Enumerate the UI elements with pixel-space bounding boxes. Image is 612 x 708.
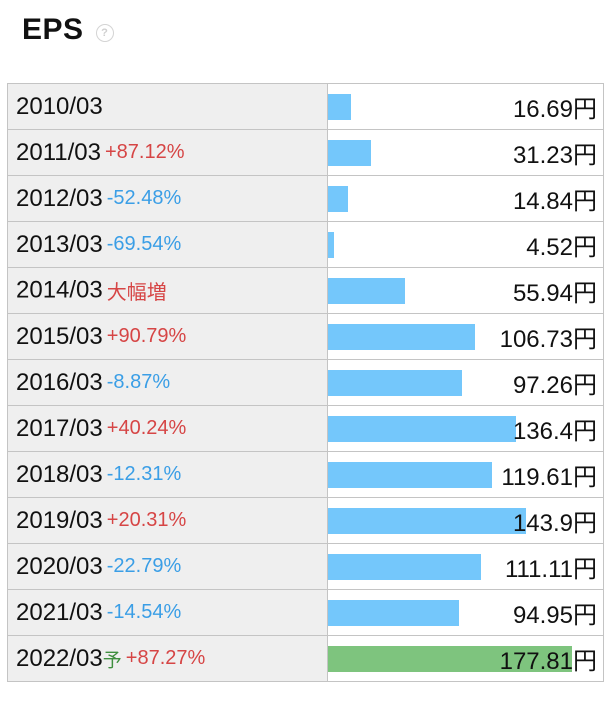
value-cell: 177.81円	[327, 635, 604, 682]
table-row: 2013/03 -69.54% 4.52円	[7, 221, 604, 268]
period-cell: 2010/03	[7, 83, 328, 130]
period-label: 2020/03	[16, 552, 103, 580]
eps-bar	[328, 553, 481, 580]
period-cell: 2018/03 -12.31%	[7, 451, 328, 498]
eps-value: 16.69円	[512, 96, 597, 123]
table-row: 2016/03 -8.87% 97.26円	[7, 359, 604, 406]
eps-bar	[328, 139, 371, 166]
change-rate: +40.24%	[106, 417, 187, 439]
eps-bar	[328, 599, 459, 626]
page-title: EPS	[22, 13, 84, 46]
period-cell: 2014/03 大幅増	[7, 267, 328, 314]
change-rate: +87.12%	[104, 141, 185, 163]
table-row: 2010/03 16.69円	[7, 83, 604, 130]
eps-value: 4.52円	[526, 234, 597, 261]
eps-bar	[328, 93, 351, 120]
period-label: 2015/03	[16, 322, 103, 350]
eps-bar	[328, 185, 348, 212]
eps-value: 97.26円	[512, 372, 597, 399]
value-cell: 55.94円	[327, 267, 604, 314]
table-row: 2012/03 -52.48% 14.84円	[7, 175, 604, 222]
period-label: 2012/03	[16, 184, 103, 212]
period-cell: 2019/03 +20.31%	[7, 497, 328, 544]
change-rate: +20.31%	[106, 509, 187, 531]
table-row: 2011/03 +87.12% 31.23円	[7, 129, 604, 176]
period-cell: 2017/03 +40.24%	[7, 405, 328, 452]
period-cell: 2015/03 +90.79%	[7, 313, 328, 360]
change-rate: +90.79%	[106, 325, 187, 347]
eps-value: 55.94円	[512, 280, 597, 307]
change-rate: -22.79%	[106, 555, 182, 577]
value-cell: 106.73円	[327, 313, 604, 360]
value-cell: 136.4円	[327, 405, 604, 452]
value-cell: 14.84円	[327, 175, 604, 222]
eps-table-body: 2010/03 16.69円 2011/03 +87.12% 31.23円 2012/03…	[7, 83, 604, 682]
eps-value: 106.73円	[499, 326, 597, 353]
eps-value: 94.95円	[512, 602, 597, 629]
eps-bar	[328, 323, 475, 350]
table-row: 2014/03 大幅増 55.94円	[7, 267, 604, 314]
table-row: 2015/03 +90.79% 106.73円	[7, 313, 604, 360]
value-cell: 119.61円	[327, 451, 604, 498]
period-cell: 2022/03予 +87.27%	[7, 635, 328, 682]
question-circle-icon[interactable]: ?	[95, 24, 114, 42]
value-cell: 16.69円	[327, 83, 604, 130]
eps-bar	[328, 231, 334, 258]
forecast-mark: 予	[102, 650, 122, 671]
eps-value: 111.11円	[504, 556, 597, 583]
change-rate: +87.27%	[125, 647, 206, 669]
eps-bar	[328, 415, 516, 442]
eps-value: 119.61円	[501, 464, 597, 491]
eps-header: EPS ?	[22, 8, 114, 52]
period-cell: 2021/03 -14.54%	[7, 589, 328, 636]
period-label: 2016/03	[16, 368, 103, 396]
value-cell: 111.11円	[327, 543, 604, 590]
change-rate: -69.54%	[106, 233, 182, 255]
period-label: 2011/03	[16, 138, 101, 166]
table-row: 2022/03予 +87.27% 177.81円	[7, 635, 604, 682]
table-row: 2018/03 -12.31% 119.61円	[7, 451, 604, 498]
change-rate: -52.48%	[106, 187, 182, 209]
eps-value: 31.23円	[512, 142, 597, 169]
change-rate: 大幅増	[106, 282, 167, 304]
table-row: 2019/03 +20.31% 143.9円	[7, 497, 604, 544]
period-label: 2013/03	[16, 230, 103, 258]
period-cell: 2011/03 +87.12%	[7, 129, 328, 176]
eps-value: 136.4円	[512, 418, 597, 445]
period-cell: 2013/03 -69.54%	[7, 221, 328, 268]
eps-table: 2010/03 16.69円 2011/03 +87.12% 31.23円 2012/03…	[7, 83, 604, 682]
table-row: 2021/03 -14.54% 94.95円	[7, 589, 604, 636]
period-label: 2010/03	[16, 92, 103, 120]
eps-bar	[328, 461, 492, 488]
change-rate: -12.31%	[106, 463, 182, 485]
eps-bar	[328, 369, 462, 396]
period-label: 2021/03	[16, 598, 103, 626]
table-row: 2017/03 +40.24% 136.4円	[7, 405, 604, 452]
eps-value: 143.9円	[512, 510, 597, 537]
eps-value: 177.81円	[499, 648, 597, 675]
table-row: 2020/03 -22.79% 111.11円	[7, 543, 604, 590]
period-cell: 2016/03 -8.87%	[7, 359, 328, 406]
change-rate: -14.54%	[106, 601, 182, 623]
eps-bar	[328, 507, 526, 534]
period-label: 2022/03	[16, 644, 103, 672]
period-label: 2014/03	[16, 276, 103, 304]
value-cell: 31.23円	[327, 129, 604, 176]
eps-value: 14.84円	[512, 188, 597, 215]
eps-bar	[328, 277, 405, 304]
change-rate: -8.87%	[106, 371, 171, 393]
period-cell: 2020/03 -22.79%	[7, 543, 328, 590]
forecast-bar	[328, 645, 572, 672]
value-cell: 94.95円	[327, 589, 604, 636]
period-label: 2018/03	[16, 460, 103, 488]
value-cell: 143.9円	[327, 497, 604, 544]
period-label: 2019/03	[16, 506, 103, 534]
value-cell: 4.52円	[327, 221, 604, 268]
value-cell: 97.26円	[327, 359, 604, 406]
period-label: 2017/03	[16, 414, 103, 442]
period-cell: 2012/03 -52.48%	[7, 175, 328, 222]
